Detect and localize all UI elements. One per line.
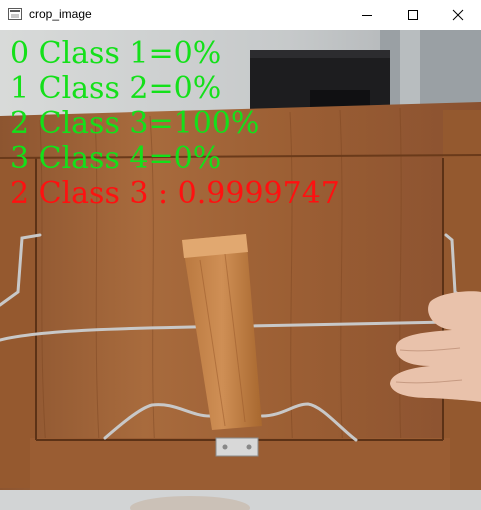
class-4-score: 3 Class 4=0% (10, 141, 222, 176)
app-window-icon (8, 8, 22, 20)
title-bar: crop_image (0, 0, 481, 30)
minimize-icon (362, 15, 372, 16)
close-icon (452, 9, 464, 21)
window-title: crop_image (29, 7, 92, 21)
class-1-score: 0 Class 1=0% (10, 36, 222, 71)
prediction-result: 2 Class 3 : 0.9999747 (10, 176, 340, 211)
minimize-button[interactable] (344, 0, 390, 30)
class-3-score: 2 Class 3=100% (10, 106, 260, 141)
camera-image-canvas: 0 Class 1=0% 1 Class 2=0% 2 Class 3=100%… (0, 30, 481, 510)
class-2-score: 1 Class 2=0% (10, 71, 222, 106)
maximize-button[interactable] (390, 0, 436, 30)
close-button[interactable] (435, 0, 481, 30)
maximize-icon (408, 10, 418, 20)
camera-frame-image (0, 30, 481, 510)
